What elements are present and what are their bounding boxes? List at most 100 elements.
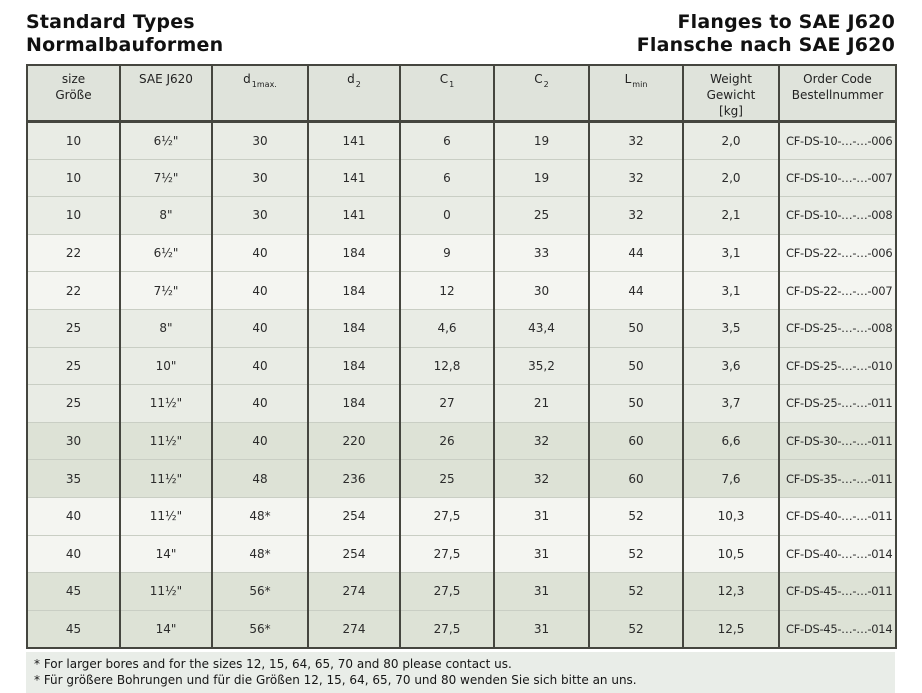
- cell-sae: 11½": [119, 421, 212, 460]
- footnote-en: * For larger bores and for the sizes 12,…: [34, 656, 512, 671]
- cell-lmin: 50: [588, 346, 683, 385]
- column-header-c1: C1: [399, 65, 494, 123]
- column-header-sae: SAE J620: [119, 65, 212, 123]
- cell-sae: 11½": [119, 459, 212, 498]
- cell-c1: 27,5: [399, 534, 494, 573]
- cell-size: 25: [26, 308, 120, 348]
- cell-c1: 27: [399, 384, 494, 423]
- cell-sae: 10": [119, 346, 212, 385]
- table-header-row: size Größe SAE J620 d1max. d2 C1 C2 Lmin Weight G…: [26, 65, 896, 123]
- table-row: 10 8" 30 141 0 25 32 2,1 CF-DS-10-…-…-008: [26, 196, 896, 235]
- page-title: Standard Types: [26, 11, 195, 33]
- cell-sae: 14": [119, 609, 212, 648]
- cell-c2: 33: [493, 233, 589, 272]
- cell-order: CF-DS-25-…-…-008: [778, 308, 896, 348]
- page-header: Standard Types Normalbauformen Flanges t…: [26, 11, 895, 57]
- cell-weight: 2,1: [682, 196, 779, 235]
- cell-lmin: 32: [588, 158, 683, 197]
- column-header-d1max: d1max.: [211, 65, 308, 123]
- page-subtitle: Flanges to SAE J620: [677, 11, 895, 33]
- cell-order: CF-DS-22-…-…-007: [778, 271, 896, 310]
- cell-size: 35: [26, 459, 120, 498]
- cell-c2: 19: [493, 121, 589, 160]
- cell-size: 10: [26, 196, 120, 235]
- footnote-de: * Für größere Bohrungen und für die Größ…: [34, 672, 637, 687]
- cell-d2: 236: [307, 459, 400, 498]
- cell-order: CF-DS-10-…-…-006: [778, 121, 896, 160]
- cell-sae: 11½": [119, 572, 212, 611]
- cell-order: CF-DS-40-…-…-014: [778, 534, 896, 573]
- table-row: 45 14" 56* 274 27,5 31 52 12,5 CF-DS-45-…-…-014: [26, 609, 896, 648]
- cell-sae: 11½": [119, 384, 212, 423]
- cell-order: CF-DS-25-…-…-011: [778, 384, 896, 423]
- cell-weight: 3,1: [682, 271, 779, 310]
- column-header-size: size Größe: [26, 65, 120, 123]
- cell-sae: 7½": [119, 158, 212, 197]
- footnotes: * For larger bores and for the sizes 12,…: [26, 651, 895, 693]
- cell-lmin: 44: [588, 271, 683, 310]
- cell-c2: 19: [493, 158, 589, 197]
- cell-lmin: 32: [588, 196, 683, 235]
- cell-order: CF-DS-35-…-…-011: [778, 459, 896, 498]
- cell-weight: 3,5: [682, 308, 779, 348]
- cell-weight: 7,6: [682, 459, 779, 498]
- cell-d2: 184: [307, 346, 400, 385]
- table-row: 35 11½" 48 236 25 32 60 7,6 CF-DS-35-…-…-011: [26, 459, 896, 498]
- cell-lmin: 52: [588, 609, 683, 648]
- cell-c2: 35,2: [493, 346, 589, 385]
- catalog-page: Standard Types Normalbauformen Flanges t…: [26, 11, 897, 693]
- cell-size: 45: [26, 572, 120, 611]
- column-header-lmin: Lmin: [588, 65, 683, 123]
- cell-order: CF-DS-45-…-…-011: [778, 572, 896, 611]
- cell-c1: 6: [399, 121, 494, 160]
- cell-c2: 21: [493, 384, 589, 423]
- cell-d1max: 56*: [211, 609, 308, 648]
- cell-order: CF-DS-45-…-…-014: [778, 609, 896, 648]
- cell-size: 45: [26, 609, 120, 648]
- cell-c1: 0: [399, 196, 494, 235]
- cell-lmin: 44: [588, 233, 683, 272]
- cell-d1max: 30: [211, 158, 308, 197]
- cell-d2: 184: [307, 308, 400, 348]
- cell-c1: 9: [399, 233, 494, 272]
- table-row: 10 6½" 30 141 6 19 32 2,0 CF-DS-10-…-…-006: [26, 121, 896, 160]
- cell-sae: 14": [119, 534, 212, 573]
- cell-size: 40: [26, 534, 120, 573]
- cell-weight: 2,0: [682, 158, 779, 197]
- cell-d2: 141: [307, 196, 400, 235]
- cell-d1max: 40: [211, 271, 308, 310]
- cell-c1: 12,8: [399, 346, 494, 385]
- cell-c2: 43,4: [493, 308, 589, 348]
- column-header-weight: Weight Gewicht [kg]: [682, 65, 779, 123]
- cell-d2: 274: [307, 572, 400, 611]
- cell-weight: 3,6: [682, 346, 779, 385]
- title-block-left: Standard Types Normalbauformen: [26, 11, 223, 57]
- table-row: 40 11½" 48* 254 27,5 31 52 10,3 CF-DS-40-…-…-011: [26, 496, 896, 536]
- cell-weight: 12,5: [682, 609, 779, 648]
- cell-d1max: 30: [211, 121, 308, 160]
- cell-order: CF-DS-10-…-…-007: [778, 158, 896, 197]
- cell-lmin: 50: [588, 384, 683, 423]
- cell-lmin: 52: [588, 534, 683, 573]
- title-block-right: Flanges to SAE J620 Flansche nach SAE J6…: [637, 11, 895, 57]
- column-header-order: Order Code Bestellnummer: [778, 65, 896, 123]
- cell-d1max: 40: [211, 308, 308, 348]
- cell-sae: 6½": [119, 233, 212, 272]
- cell-weight: 6,6: [682, 421, 779, 460]
- cell-c1: 6: [399, 158, 494, 197]
- cell-d2: 141: [307, 121, 400, 160]
- cell-c2: 32: [493, 459, 589, 498]
- cell-size: 22: [26, 233, 120, 272]
- table-row: 22 7½" 40 184 12 30 44 3,1 CF-DS-22-…-…-007: [26, 271, 896, 310]
- cell-c2: 31: [493, 572, 589, 611]
- cell-c2: 31: [493, 496, 589, 536]
- cell-weight: 3,7: [682, 384, 779, 423]
- page-subtitle-de: Flansche nach SAE J620: [636, 34, 895, 56]
- cell-d2: 254: [307, 534, 400, 573]
- cell-lmin: 52: [588, 496, 683, 536]
- cell-order: CF-DS-22-…-…-006: [778, 233, 896, 272]
- cell-c1: 26: [399, 421, 494, 460]
- cell-sae: 8": [119, 308, 212, 348]
- cell-lmin: 50: [588, 308, 683, 348]
- column-header-c2: C2: [493, 65, 589, 123]
